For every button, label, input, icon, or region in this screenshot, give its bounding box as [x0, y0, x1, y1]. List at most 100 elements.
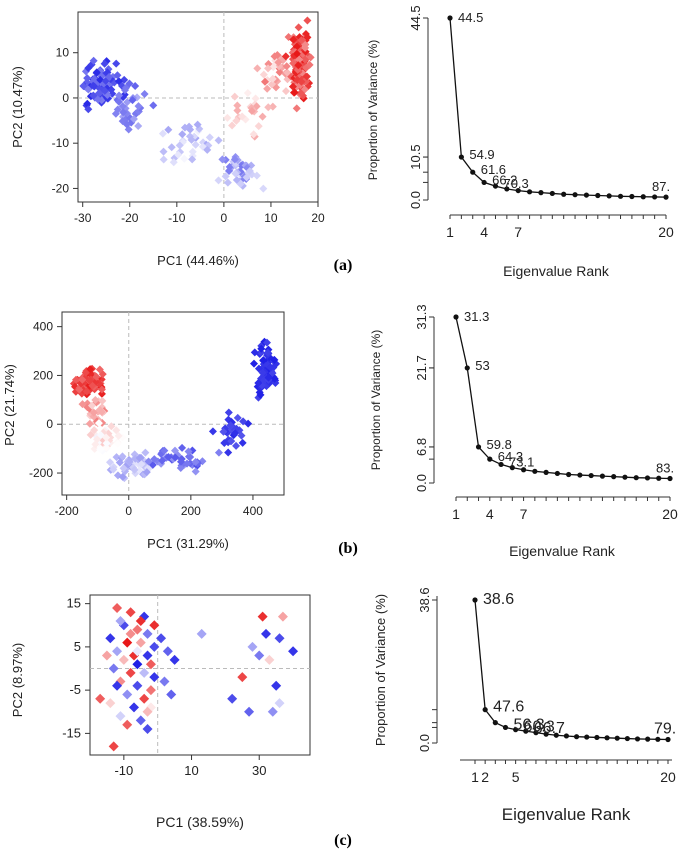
- x-tick-label: 7: [514, 224, 522, 240]
- scatter-point: [129, 114, 138, 123]
- x-tick-label: 1: [452, 506, 460, 522]
- scatter-point: [238, 438, 247, 447]
- scatter-point: [297, 36, 306, 45]
- scatter-point: [250, 348, 259, 357]
- scatter-point: [108, 663, 119, 674]
- scree-c-series: [472, 597, 671, 743]
- scatter-point: [114, 431, 123, 440]
- cumulative-variance-label: 66.7: [534, 720, 565, 737]
- scatter-point: [259, 356, 268, 365]
- scatter-b-frame: [61, 311, 285, 496]
- scatter-point: [225, 167, 234, 176]
- scree-point: [464, 365, 470, 371]
- scatter-point: [227, 693, 238, 704]
- scatter-point: [214, 176, 223, 185]
- scree-c-ylabel: Proportion of Variance (%): [373, 594, 388, 746]
- scatter-point: [119, 108, 128, 117]
- scatter-point: [108, 741, 119, 752]
- scatter-point: [118, 654, 129, 665]
- scatter-point: [296, 89, 305, 98]
- scatter-point: [208, 427, 217, 436]
- scatter-b-xlabel: PC1 (31.29%): [147, 536, 229, 551]
- scatter-point: [180, 123, 189, 132]
- scatter-point: [221, 172, 230, 181]
- scatter-point: [90, 426, 99, 435]
- scatter-point: [102, 439, 111, 448]
- scatter-point: [294, 23, 303, 32]
- y-tick-label: 15: [67, 596, 81, 611]
- scatter-point: [294, 61, 303, 70]
- scatter-point: [85, 376, 94, 385]
- scree-point: [458, 154, 464, 160]
- scree-b-series: [453, 314, 673, 482]
- scatter-point: [278, 63, 287, 72]
- scatter-point: [119, 464, 128, 473]
- scree-point: [595, 192, 601, 199]
- scatter-point: [257, 611, 268, 622]
- scatter-point: [78, 375, 87, 384]
- scree-point: [515, 187, 521, 194]
- scree-point: [634, 736, 641, 742]
- scatter-a-xlabel: PC1 (44.46%): [157, 253, 239, 268]
- scree-point: [588, 472, 594, 479]
- scree-c-ticks: 38.6 0.0 1 2 5 20: [417, 587, 676, 785]
- scatter-point: [274, 58, 283, 67]
- y-tick-label: 10.5: [408, 144, 423, 169]
- scatter-point: [109, 465, 118, 474]
- scree-c-xlabel: Eigenvalue Rank: [502, 805, 631, 824]
- scree-point: [523, 728, 529, 734]
- scatter-c-points: [95, 602, 299, 752]
- scatter-point: [223, 178, 232, 187]
- cumulative-variance-label: 66.2: [492, 172, 517, 187]
- scatter-point: [122, 120, 131, 129]
- scree-point: [633, 475, 639, 481]
- x-tick-label: 2: [481, 769, 489, 785]
- y-tick-label: 44.5: [408, 5, 423, 30]
- scatter-point: [176, 457, 185, 466]
- scree-c-annotations: 38.6 47.656.360.366.7 79.: [483, 591, 676, 737]
- scatter-point: [145, 659, 156, 670]
- scatter-point: [129, 702, 139, 713]
- scatter-point: [125, 667, 136, 678]
- x-tick-label: -20: [121, 211, 139, 225]
- scree-point: [532, 468, 538, 474]
- scatter-point: [289, 35, 298, 44]
- scatter-point: [81, 368, 90, 377]
- scree-point: [513, 727, 519, 733]
- scatter-point: [149, 672, 160, 683]
- scree-point: [583, 192, 590, 198]
- panel-label-c: (c): [334, 832, 352, 849]
- cumulative-variance-label: 60.3: [524, 719, 555, 736]
- scatter-point: [218, 155, 227, 164]
- scatter-point: [105, 72, 114, 81]
- scatter-point: [266, 363, 275, 372]
- scatter-point: [89, 56, 98, 65]
- scatter-point: [125, 457, 134, 466]
- scatter-point: [128, 96, 137, 105]
- y-tick-label: 0.0: [417, 734, 432, 752]
- y-tick-label: 38.6: [417, 587, 432, 612]
- scatter-point: [97, 389, 106, 398]
- scatter-point: [115, 458, 124, 467]
- scatter-point: [140, 90, 149, 99]
- scatter-point: [112, 426, 121, 435]
- scatter-point: [132, 646, 143, 657]
- scatter-point: [245, 166, 254, 175]
- cumulative-variance-label: 87.: [652, 179, 670, 194]
- y-tick-label: 0.0: [414, 474, 429, 492]
- scatter-point: [92, 372, 101, 381]
- scatter-point: [230, 155, 239, 164]
- scree-point: [652, 194, 658, 200]
- scatter-point: [135, 615, 146, 626]
- scree-point: [645, 736, 651, 742]
- scatter-point: [84, 85, 93, 94]
- scree-b: 31.3 21.7 6.8 0.0 1 4 7 20 31.3 53 59.864.373.1 83…: [369, 304, 678, 559]
- scatter-point: [87, 401, 96, 410]
- scatter-point: [156, 633, 167, 644]
- scatter-point: [164, 452, 173, 461]
- scatter-point: [149, 620, 160, 631]
- scatter-point: [142, 706, 153, 717]
- scatter-point: [268, 102, 277, 111]
- scatter-point: [89, 81, 98, 90]
- scatter-point: [303, 33, 312, 42]
